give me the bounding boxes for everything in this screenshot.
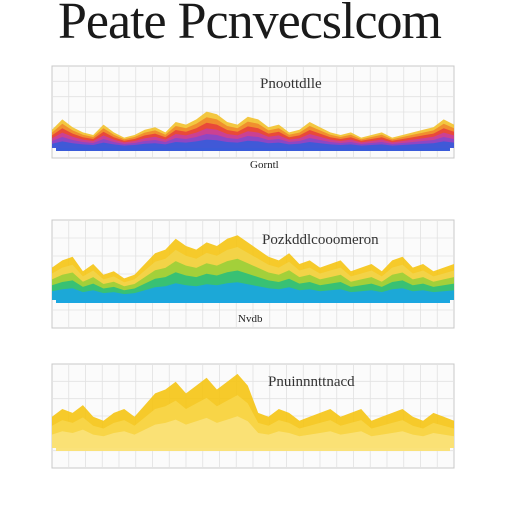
x-axis-label: Gorntl <box>250 159 279 171</box>
chart-title: Pozkddlcooomeron <box>262 232 379 248</box>
area-baseline <box>56 448 450 451</box>
chart-panel-1: Pnoottdlle Gorntl <box>0 62 512 202</box>
area-baseline <box>56 148 450 151</box>
x-axis-label: Nvdb <box>238 313 263 325</box>
chart-2-svg: Pozkddlcooomeron Nvdb <box>51 219 455 329</box>
area-band-5 <box>52 282 454 300</box>
chart-panel-3: Pnuinnnttnacd <box>0 356 512 494</box>
page-headline: Peate Pcnvecslcom <box>58 0 442 50</box>
chart-panel-2: Pozkddlcooomeron Nvdb <box>0 214 512 344</box>
area-band-3 <box>52 416 454 448</box>
chart-3-svg: Pnuinnnttnacd <box>51 363 455 469</box>
chart-title: Pnoottdlle <box>260 76 322 92</box>
chart-title: Pnuinnnttnacd <box>268 374 355 390</box>
chart-1-svg: Pnoottdlle Gorntl <box>51 65 455 171</box>
area-baseline <box>56 300 450 303</box>
area-band-6 <box>52 139 454 148</box>
